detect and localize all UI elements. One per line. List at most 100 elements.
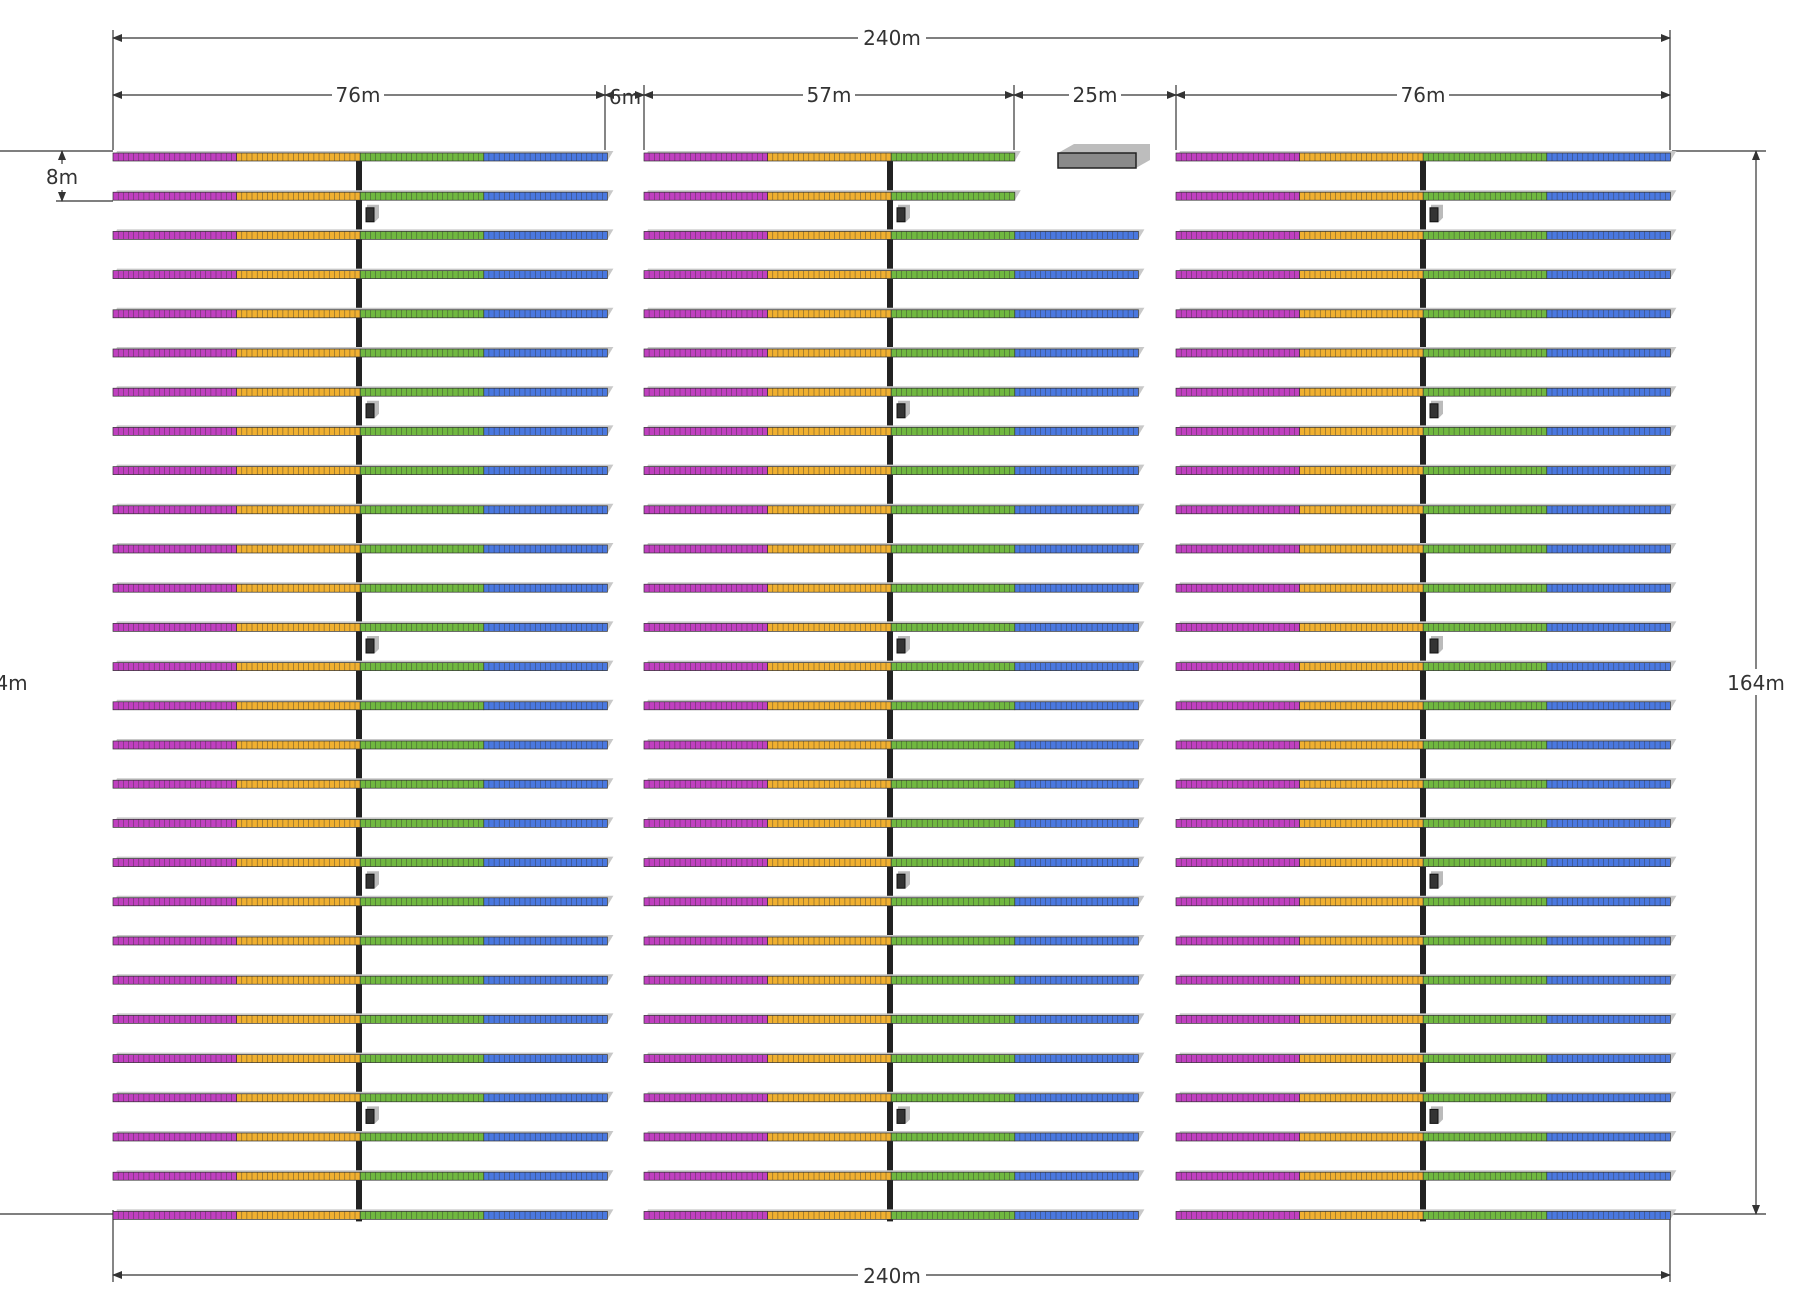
panel-row <box>1175 739 1677 750</box>
panel-row <box>112 778 614 789</box>
inverter-box-icon <box>896 636 910 654</box>
panel-row <box>643 1170 1145 1181</box>
panel-row <box>1175 1170 1677 1181</box>
right-block-width-label: 76m <box>1401 83 1446 107</box>
right-trunk-cable <box>1420 159 1426 1222</box>
panel-row <box>112 464 614 475</box>
panel-row <box>643 543 1145 554</box>
inverter-box-icon <box>365 636 379 654</box>
panel-row <box>643 974 1145 985</box>
panel-row <box>112 1013 614 1024</box>
row-spacing-label: 8m <box>46 165 78 189</box>
panel-row <box>112 307 614 319</box>
equipment-building-icon <box>1057 144 1150 169</box>
panel-row <box>1175 660 1677 671</box>
inverter-box-icon <box>365 1106 379 1124</box>
panel-row <box>643 425 1145 436</box>
inverter-box-icon <box>365 400 379 419</box>
panel-row <box>643 1131 1145 1142</box>
inverter-box-icon <box>1429 1106 1443 1124</box>
panel-row <box>112 190 614 201</box>
panel-row <box>112 1131 614 1142</box>
panel-row <box>643 778 1145 789</box>
panel-row <box>1175 582 1677 593</box>
panel-row <box>643 817 1145 828</box>
panel-row <box>1175 1052 1677 1063</box>
panel-row <box>112 229 614 240</box>
panel-row <box>112 503 614 515</box>
panel-row <box>643 856 1145 867</box>
panel-row <box>112 856 614 867</box>
panel-row <box>112 739 614 750</box>
right-array-block <box>1175 151 1677 1222</box>
inverter-box-icon <box>1429 204 1443 223</box>
panel-row <box>112 1052 614 1063</box>
panel-row <box>1175 503 1677 515</box>
panel-row <box>643 386 1145 397</box>
total-width-bottom-label: 240m <box>863 1264 921 1288</box>
middle-array-block <box>643 151 1145 1222</box>
panel-row <box>112 151 614 162</box>
dimension-labels: 240m 76m 6m 57m 25m 76m 8m 164m 164m 240… <box>0 24 1788 1288</box>
panel-row <box>112 895 614 907</box>
panel-row <box>643 229 1145 240</box>
panel-row <box>112 1170 614 1181</box>
panel-arrays <box>112 151 1677 1222</box>
panel-row <box>643 151 1021 162</box>
panel-row <box>1175 621 1677 632</box>
panel-row <box>643 1013 1145 1024</box>
panel-row <box>1175 856 1677 867</box>
panel-row <box>1175 935 1677 946</box>
panel-row <box>643 739 1145 750</box>
panel-row <box>112 582 614 593</box>
panel-row <box>1175 386 1677 397</box>
panel-row <box>112 817 614 828</box>
panel-row <box>643 307 1145 319</box>
panel-row <box>1175 347 1677 358</box>
panel-row <box>112 425 614 436</box>
panel-row <box>112 935 614 946</box>
panel-row <box>1175 1209 1677 1220</box>
panel-row <box>1175 268 1677 279</box>
inverter-box-icon <box>896 400 910 419</box>
panel-row <box>643 1052 1145 1063</box>
panel-row <box>112 974 614 985</box>
panel-row <box>112 386 614 397</box>
total-width-top-label: 240m <box>863 26 921 50</box>
panel-row <box>1175 974 1677 985</box>
inverter-box-icon <box>1429 636 1443 654</box>
inverter-box-icon <box>896 871 910 889</box>
panel-row <box>1175 151 1677 162</box>
panel-row <box>643 347 1145 358</box>
panel-row <box>112 660 614 671</box>
panel-row <box>643 660 1145 671</box>
panel-row <box>112 1091 614 1103</box>
panel-row <box>1175 190 1677 201</box>
panel-row <box>643 621 1145 632</box>
panel-row <box>1175 1091 1677 1103</box>
panel-row <box>1175 817 1677 828</box>
panel-row <box>112 621 614 632</box>
small-gap-width-label: 25m <box>1073 83 1118 107</box>
panel-row <box>1175 778 1677 789</box>
panel-row <box>643 268 1145 279</box>
gap-width-label: 6m <box>609 85 641 109</box>
panel-row <box>1175 464 1677 475</box>
inverter-box-icon <box>896 1106 910 1124</box>
middle-block-width-label: 57m <box>807 83 852 107</box>
total-height-left-label: 164m <box>0 671 28 695</box>
panel-row <box>1175 1131 1677 1142</box>
panel-row <box>112 1209 614 1220</box>
panel-row <box>112 699 614 711</box>
inverter-box-icon <box>365 871 379 889</box>
panel-row <box>643 503 1145 515</box>
panel-row <box>643 699 1145 711</box>
left-block-width-label: 76m <box>336 83 381 107</box>
left-array-block <box>112 151 614 1222</box>
panel-row <box>112 268 614 279</box>
panel-row <box>643 582 1145 593</box>
panel-row <box>643 1091 1145 1103</box>
inverter-box-icon <box>1429 871 1443 889</box>
panel-row <box>643 190 1021 201</box>
